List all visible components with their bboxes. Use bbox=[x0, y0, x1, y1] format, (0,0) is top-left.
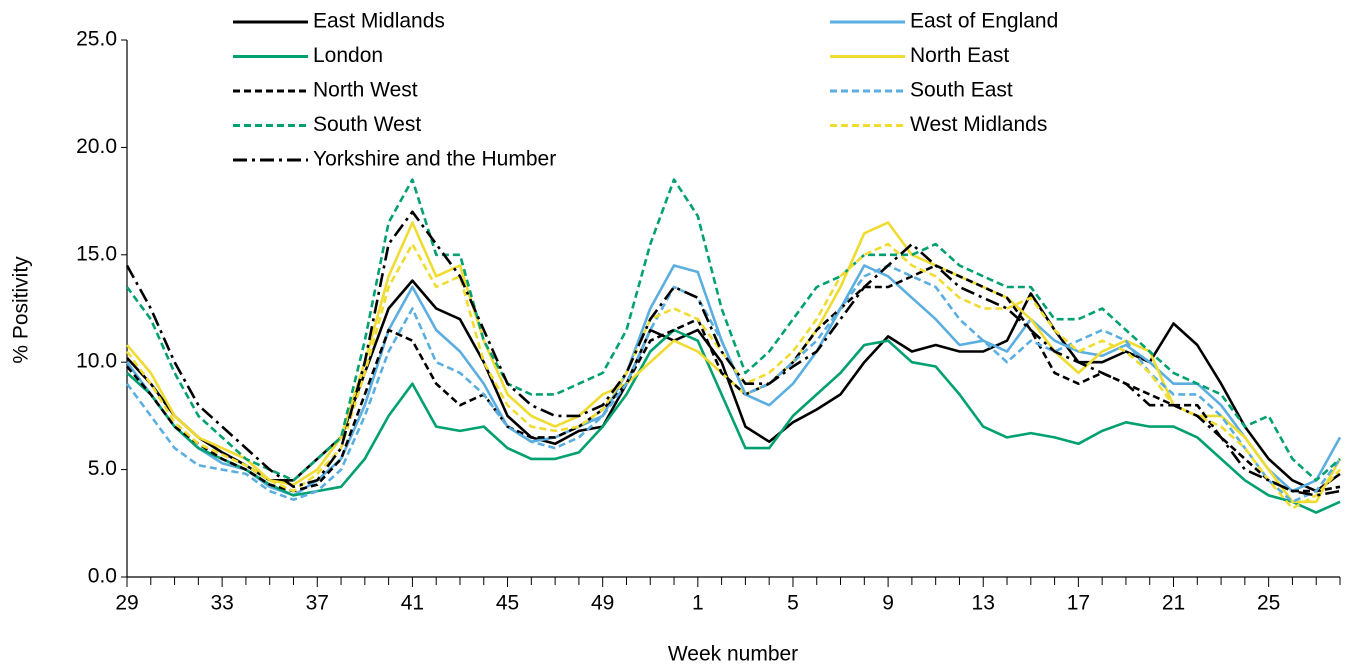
x-tick-label: 13 bbox=[972, 592, 995, 615]
legend-label: East of England bbox=[910, 10, 1058, 33]
y-tick-label: 25.0 bbox=[76, 28, 117, 51]
series-line bbox=[125, 264, 1342, 504]
y-tick-label: 20.0 bbox=[76, 135, 117, 158]
x-tick-label: 9 bbox=[882, 592, 894, 615]
x-axis-title: Week number bbox=[668, 643, 798, 666]
y-tick-label: 5.0 bbox=[88, 457, 117, 480]
series-line bbox=[126, 221, 1342, 504]
x-tick-label: 45 bbox=[496, 592, 519, 615]
legend-label: London bbox=[313, 44, 383, 67]
x-tick-label: 17 bbox=[1067, 592, 1090, 615]
legend-label: West Midlands bbox=[910, 113, 1047, 136]
x-tick-label: 5 bbox=[787, 592, 799, 615]
series-line bbox=[125, 242, 1341, 510]
legend-label: South West bbox=[313, 113, 421, 136]
x-tick-label: 25 bbox=[1257, 592, 1280, 615]
x-tick-label: 29 bbox=[115, 592, 138, 615]
series-line bbox=[125, 264, 1342, 497]
series-line bbox=[126, 328, 1341, 514]
x-tick-label: 21 bbox=[1162, 592, 1185, 615]
x-tick-label: 33 bbox=[210, 592, 233, 615]
legend-label: North West bbox=[313, 79, 418, 102]
y-axis-title: % Positivity bbox=[10, 256, 33, 364]
x-tick-label: 37 bbox=[306, 592, 329, 615]
legend-label: East Midlands bbox=[313, 10, 445, 33]
series-line bbox=[125, 178, 1341, 482]
y-tick-label: 10.0 bbox=[76, 350, 117, 373]
x-tick-label: 1 bbox=[692, 592, 704, 615]
series-line bbox=[126, 264, 1341, 493]
x-tick-label: 49 bbox=[591, 592, 614, 615]
y-tick-label: 15.0 bbox=[76, 242, 117, 265]
y-tick-label: 0.0 bbox=[88, 565, 117, 588]
legend-label: North East bbox=[910, 44, 1009, 67]
legend-label: South East bbox=[910, 79, 1013, 102]
series-line bbox=[125, 210, 1341, 497]
x-tick-label: 41 bbox=[401, 592, 424, 615]
legend-label: Yorkshire and the Humber bbox=[313, 148, 556, 171]
